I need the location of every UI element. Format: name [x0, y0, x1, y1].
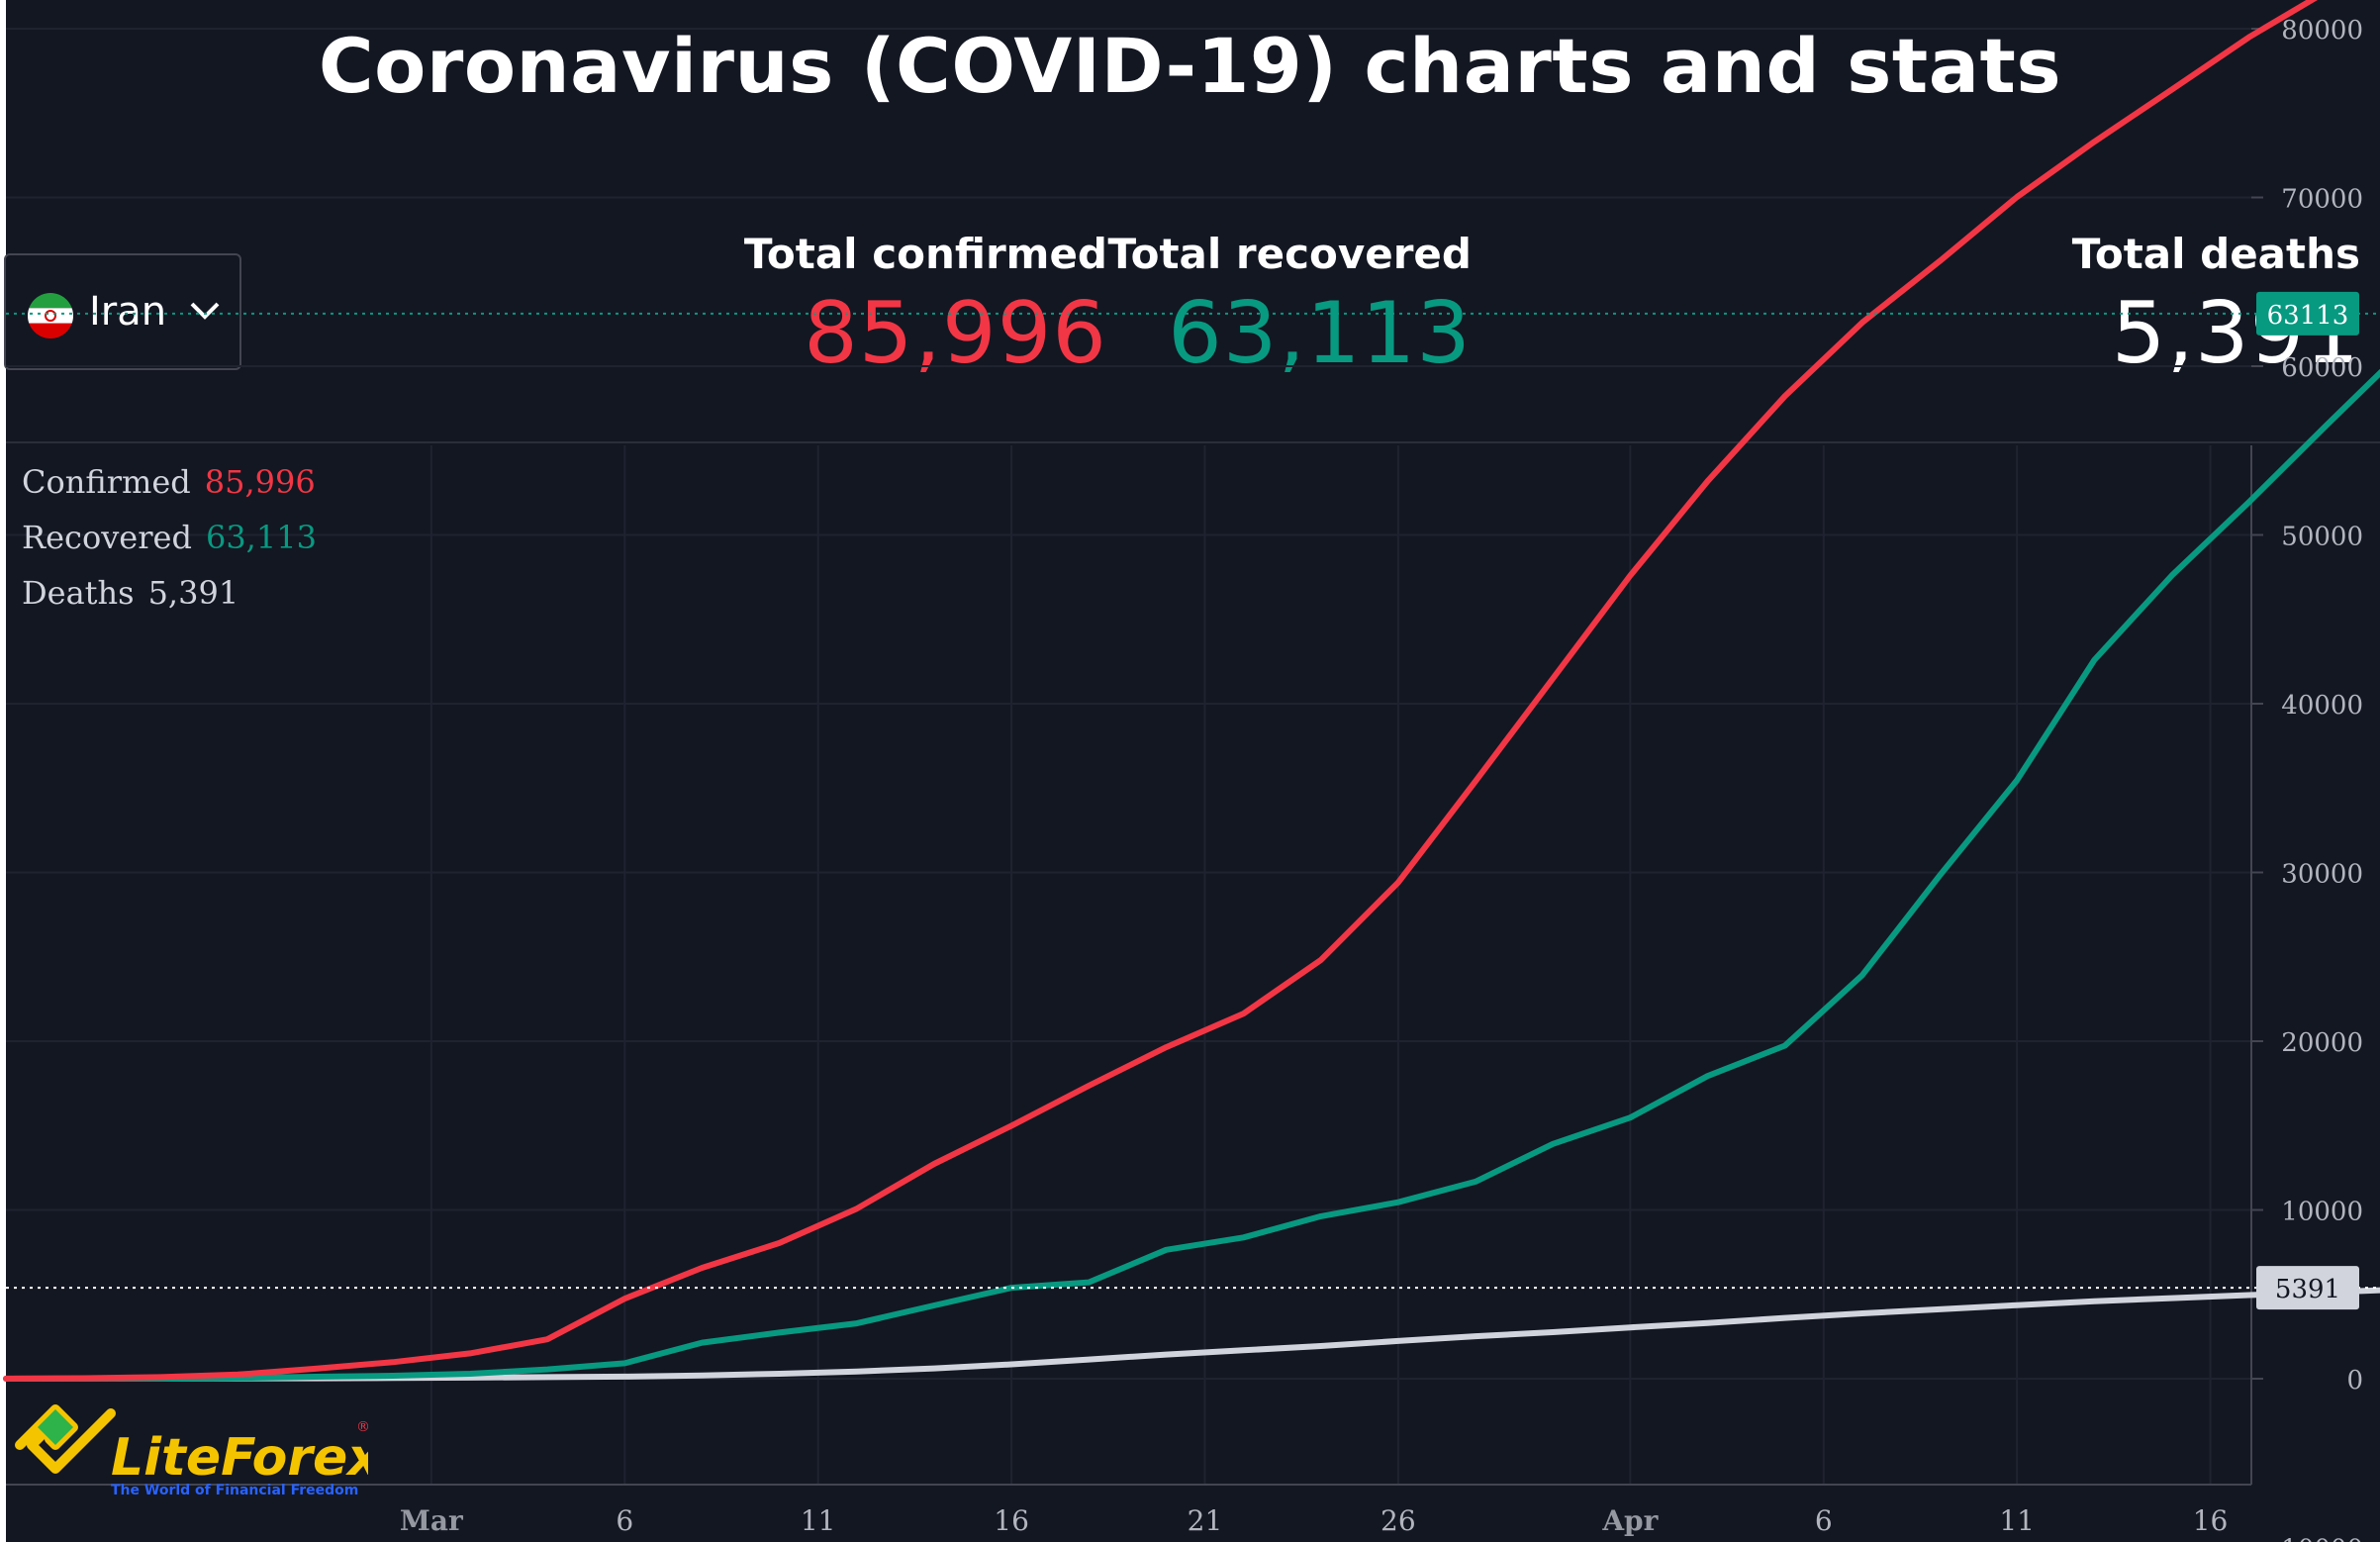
iran-flag-icon: [28, 293, 73, 338]
liteforex-logo: LiteForex ® The World of Financial Freed…: [12, 1386, 382, 1504]
logo-brand-text: LiteForex: [111, 1428, 368, 1488]
y-tick-label: 20000: [2281, 1028, 2363, 1058]
stat-label: Total confirmed: [743, 230, 1107, 278]
legend-value: 5,391: [147, 574, 239, 612]
stat-label: Total recovered: [1107, 230, 1472, 278]
x-tick-label: 6: [1815, 1504, 1833, 1537]
left-edge-border: [0, 0, 6, 1542]
legend-item-recovered: Recovered 63,113: [22, 519, 317, 556]
y-tick-label: 60000: [2281, 353, 2363, 383]
y-tick-label: 50000: [2281, 523, 2363, 552]
legend-label: Deaths: [22, 574, 135, 612]
legend-label: Recovered: [22, 519, 192, 556]
legend-value: 63,113: [205, 519, 317, 556]
x-tick-label: 16: [994, 1504, 1029, 1537]
x-tick-label: Mar: [400, 1504, 464, 1537]
y-tick-label: 10000: [2281, 1198, 2363, 1227]
x-tick-label: 11: [801, 1504, 836, 1537]
last-value-badge-deaths: [2256, 1266, 2359, 1310]
stat-label: Total deaths: [2071, 230, 2360, 278]
legend-label: Confirmed: [22, 463, 191, 501]
legend-item-confirmed: Confirmed 85,996: [22, 463, 316, 501]
page-title: Coronavirus (COVID-19) charts and stats: [318, 22, 2062, 110]
y-tick-label: 40000: [2281, 691, 2363, 721]
legend-item-deaths: Deaths 5,391: [22, 574, 238, 612]
y-tick-label: 80000: [2281, 16, 2363, 46]
logo-registered-mark: ®: [356, 1419, 368, 1435]
y-tick-label: 70000: [2281, 185, 2363, 215]
country-select[interactable]: Iran: [4, 253, 241, 370]
last-value-label-recovered: 63113: [2267, 301, 2349, 331]
last-value-label-deaths: 5391: [2275, 1275, 2340, 1304]
series-line-recovered: [3, 368, 2380, 1382]
x-tick-label: Apr: [1601, 1504, 1659, 1537]
x-tick-label: 26: [1380, 1504, 1416, 1537]
legend-value: 85,996: [204, 463, 316, 501]
y-tick-label: −10000: [2260, 1535, 2364, 1542]
chevron-down-icon: [188, 299, 222, 327]
country-select-value: Iran: [89, 289, 167, 335]
x-tick-label: 21: [1188, 1504, 1223, 1537]
x-tick-label: 16: [2193, 1504, 2229, 1537]
x-tick-label: 11: [1999, 1504, 2035, 1537]
y-tick-label: 30000: [2281, 860, 2363, 890]
y-tick-label: 0: [2346, 1366, 2363, 1396]
last-value-badge-recovered: [2256, 291, 2359, 336]
logo-tagline: The World of Financial Freedom: [111, 1483, 358, 1498]
header-divider: [6, 441, 2380, 443]
series-line-confirmed: [3, 0, 2318, 1382]
x-tick-label: 6: [616, 1504, 633, 1537]
